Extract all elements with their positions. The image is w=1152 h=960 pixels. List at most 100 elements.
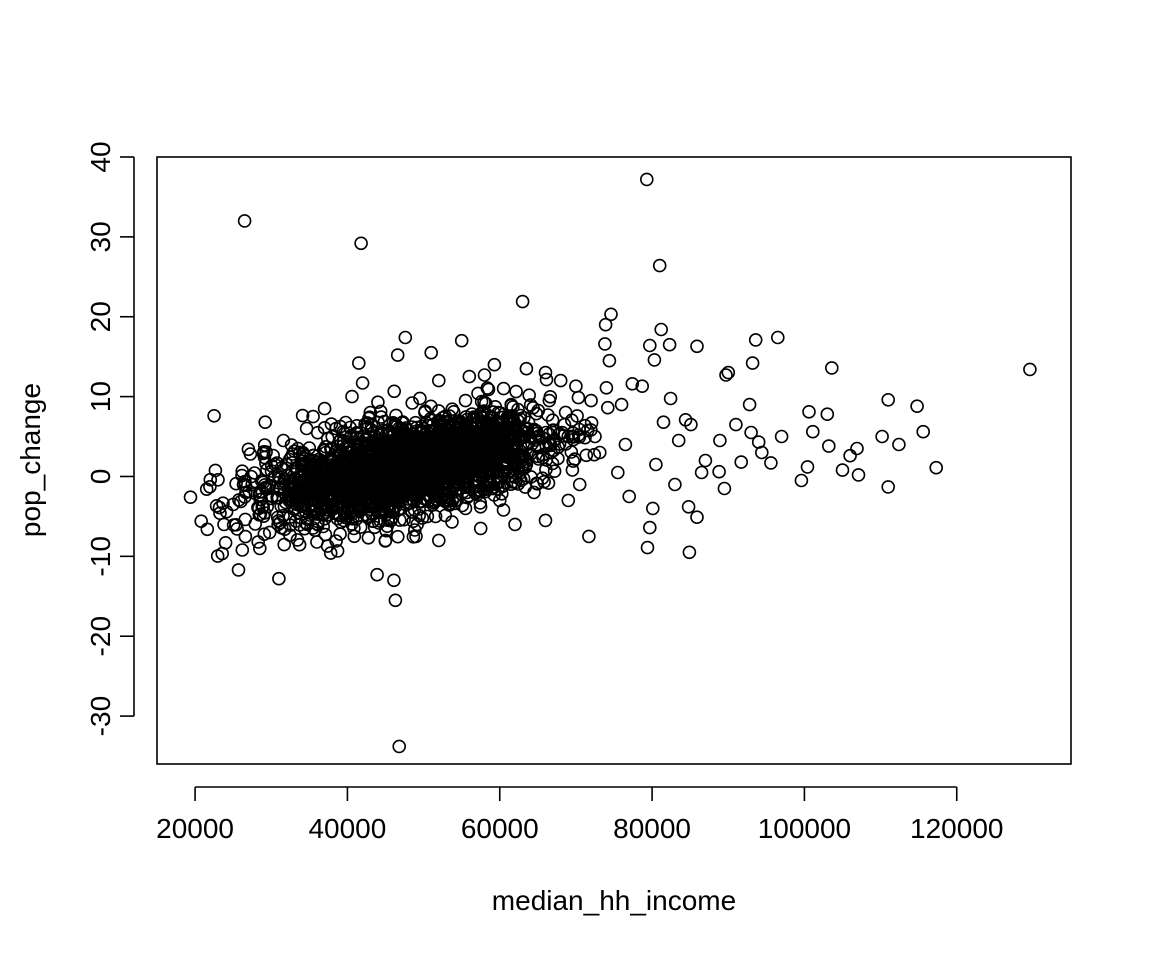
data-point <box>445 402 460 417</box>
data-point <box>794 473 809 488</box>
data-point <box>194 514 208 529</box>
data-point <box>635 379 650 394</box>
data-point <box>916 424 931 439</box>
data-point <box>420 509 435 524</box>
y-axis-title: pop_change <box>15 383 46 537</box>
data-point <box>668 477 682 492</box>
data-point <box>351 492 365 507</box>
data-point <box>302 453 317 468</box>
data-point <box>521 415 536 430</box>
data-point <box>211 472 225 487</box>
data-point <box>238 478 253 493</box>
data-point <box>334 460 348 475</box>
data-point <box>413 462 428 477</box>
data-point <box>324 417 339 431</box>
data-point <box>851 468 866 482</box>
data-point <box>625 376 640 391</box>
data-point <box>504 397 519 412</box>
data-point <box>875 429 889 444</box>
data-point <box>262 525 277 540</box>
data-point <box>235 543 250 557</box>
x-tick-label: 80000 <box>613 813 691 844</box>
data-point <box>539 372 554 387</box>
data-point <box>521 436 536 450</box>
data-point <box>671 433 686 448</box>
x-axis-title: median_hh_income <box>492 885 736 916</box>
data-point <box>229 476 243 491</box>
data-point <box>551 440 566 455</box>
data-point <box>522 388 537 403</box>
data-point <box>684 417 698 432</box>
data-point <box>371 415 386 430</box>
data-point <box>366 514 381 528</box>
data-point <box>354 236 368 251</box>
data-point <box>602 353 617 368</box>
data-point <box>247 466 262 480</box>
data-point <box>226 497 240 512</box>
data-point <box>361 474 376 489</box>
x-axis: 20000 40000 60000 80000 100000 120000 <box>156 786 1003 844</box>
data-point <box>647 353 662 367</box>
data-point <box>281 482 296 496</box>
data-point <box>598 337 612 351</box>
data-point <box>231 563 246 577</box>
data-point <box>431 533 446 548</box>
data-point <box>310 535 324 549</box>
data-point <box>258 415 273 430</box>
data-point <box>538 513 553 528</box>
data-point <box>412 470 426 485</box>
data-point <box>409 448 424 463</box>
data-point <box>362 456 377 471</box>
data-point <box>654 322 669 337</box>
data-point <box>508 517 522 532</box>
data-point <box>843 448 857 463</box>
y-tick-label: -20 <box>85 616 116 656</box>
data-point <box>745 356 760 370</box>
data-point <box>662 337 677 352</box>
data-point <box>719 368 733 382</box>
data-point <box>364 506 379 520</box>
data-point <box>341 491 355 506</box>
data-point <box>276 433 291 448</box>
data-point <box>339 510 354 525</box>
data-point <box>287 502 301 516</box>
data-point <box>245 477 259 492</box>
data-point <box>390 529 405 544</box>
x-tick-label: 60000 <box>461 813 539 844</box>
data-point <box>800 460 815 474</box>
data-point <box>466 421 480 435</box>
data-point <box>434 428 449 443</box>
data-point <box>744 425 758 440</box>
data-point <box>454 333 469 348</box>
data-point <box>425 446 439 460</box>
data-point <box>400 479 415 493</box>
data-point <box>473 455 488 469</box>
data-point <box>329 421 343 436</box>
data-point <box>820 407 835 422</box>
data-point <box>271 513 286 528</box>
data-point <box>447 452 462 466</box>
data-point <box>604 307 618 322</box>
data-point <box>649 457 663 472</box>
data-point <box>322 473 336 487</box>
data-point <box>292 537 307 552</box>
data-point <box>309 478 323 493</box>
data-point <box>277 482 292 497</box>
data-point <box>645 501 660 516</box>
data-point <box>295 408 310 423</box>
data-point <box>460 490 474 505</box>
data-point <box>251 500 265 515</box>
data-point <box>387 573 401 588</box>
data-point <box>284 438 299 452</box>
data-point <box>317 401 332 416</box>
data-point <box>473 521 488 536</box>
data-point <box>398 330 413 345</box>
data-point <box>299 421 314 436</box>
data-point <box>491 448 506 462</box>
data-point <box>734 455 749 469</box>
y-tick-label: 20 <box>85 301 116 332</box>
data-point <box>881 480 896 494</box>
data-point <box>362 430 377 444</box>
data-point <box>881 392 896 407</box>
data-point <box>368 478 383 493</box>
